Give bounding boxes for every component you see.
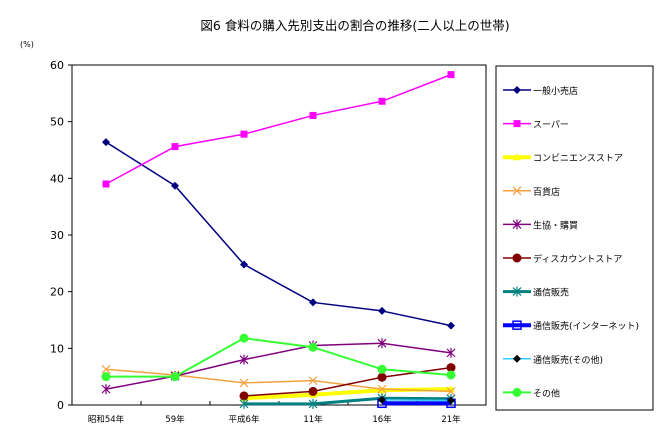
data-point — [240, 260, 248, 269]
x-tick-label: 59年 — [165, 414, 185, 425]
series-line — [105, 342, 452, 390]
data-point — [239, 354, 249, 365]
data-point — [447, 396, 455, 405]
data-point — [309, 298, 317, 307]
data-point — [512, 320, 522, 330]
series-1 — [102, 71, 455, 188]
data-point — [513, 354, 521, 363]
data-point — [102, 138, 110, 147]
y-tick-label: 60 — [50, 59, 64, 72]
legend-item: ディスカウントストア — [503, 253, 622, 265]
data-point — [377, 384, 387, 394]
data-point — [101, 364, 111, 374]
legend-label: スーパー — [533, 120, 569, 131]
x-tick-label: 16年 — [372, 414, 392, 425]
series-line — [244, 396, 452, 406]
data-point — [309, 111, 317, 119]
data-point — [239, 391, 249, 401]
data-point — [446, 347, 456, 358]
y-axis-label: (%) — [20, 40, 34, 49]
data-point — [171, 181, 179, 190]
series-9 — [101, 333, 456, 382]
data-point — [378, 97, 386, 105]
data-point — [170, 372, 180, 382]
legend-label: ディスカウントストア — [533, 253, 622, 265]
legend-item: スーパー — [503, 120, 569, 131]
data-point — [513, 86, 521, 94]
data-point — [512, 186, 522, 196]
data-point — [308, 342, 318, 352]
data-point — [513, 153, 521, 161]
legend-label: その他 — [533, 387, 560, 399]
x-tick-label: 平成6年 — [229, 414, 260, 425]
series-0 — [102, 138, 455, 330]
data-point — [171, 143, 179, 151]
y-tick-label: 50 — [50, 116, 64, 129]
data-point — [446, 370, 456, 380]
series-8 — [378, 395, 455, 405]
legend-label: 百貨店 — [533, 186, 560, 198]
data-point — [239, 398, 249, 409]
data-point — [308, 376, 318, 386]
y-tick-label: 40 — [50, 172, 64, 185]
data-point — [512, 286, 522, 297]
data-point — [512, 219, 522, 230]
data-point — [447, 385, 455, 393]
legend-label: 通信販売(インターネット) — [533, 320, 639, 332]
x-tick-label: 21年 — [441, 414, 461, 425]
series-line — [105, 73, 452, 185]
legend-label: 通信販売(その他) — [533, 354, 603, 366]
series-line — [106, 337, 452, 378]
legend-item: その他 — [503, 387, 560, 399]
legend-label: 通信販売 — [533, 287, 569, 299]
data-point — [447, 71, 455, 79]
data-point — [377, 364, 387, 374]
data-point — [378, 395, 386, 404]
data-point — [377, 338, 387, 349]
data-point — [102, 180, 110, 188]
data-point — [308, 386, 318, 396]
legend-item: 通信販売 — [503, 286, 569, 299]
legend-label: コンビニエンスストア — [533, 153, 623, 164]
x-tick-label: 昭和54年 — [88, 414, 125, 425]
legend-item: コンビニエンスストア — [503, 153, 623, 164]
data-point — [446, 386, 456, 396]
plot-area — [71, 64, 487, 406]
legend-item: 通信販売(その他) — [503, 354, 603, 366]
data-point — [512, 387, 522, 397]
chart-title: 図6 食料の購入先別支出の割合の推移(二人以上の世帯) — [200, 18, 509, 33]
data-point — [378, 306, 386, 315]
data-point — [377, 372, 387, 382]
legend-item: 一般小売店 — [503, 85, 578, 97]
legend-item: 生協・購買 — [503, 219, 578, 231]
data-point — [446, 363, 456, 373]
x-tick-label: 11年 — [303, 414, 323, 425]
y-tick-label: 0 — [57, 399, 64, 412]
data-point — [101, 372, 111, 382]
data-point — [447, 321, 455, 330]
y-tick-label: 10 — [50, 342, 64, 355]
y-tick-label: 20 — [50, 286, 64, 299]
series-line — [105, 141, 452, 327]
y-tick-label: 30 — [50, 229, 64, 242]
data-point — [513, 120, 521, 128]
data-point — [239, 333, 249, 343]
series-line — [381, 399, 452, 402]
data-point — [512, 253, 522, 263]
data-point — [240, 130, 248, 138]
data-point — [308, 398, 318, 409]
legend-label: 生協・購買 — [533, 219, 578, 231]
series-line — [105, 368, 452, 393]
data-point — [239, 378, 249, 388]
legend-item: 通信販売(インターネット) — [503, 320, 639, 332]
legend-item: 百貨店 — [503, 186, 560, 198]
data-point — [101, 384, 111, 395]
legend-label: 一般小売店 — [533, 85, 578, 97]
